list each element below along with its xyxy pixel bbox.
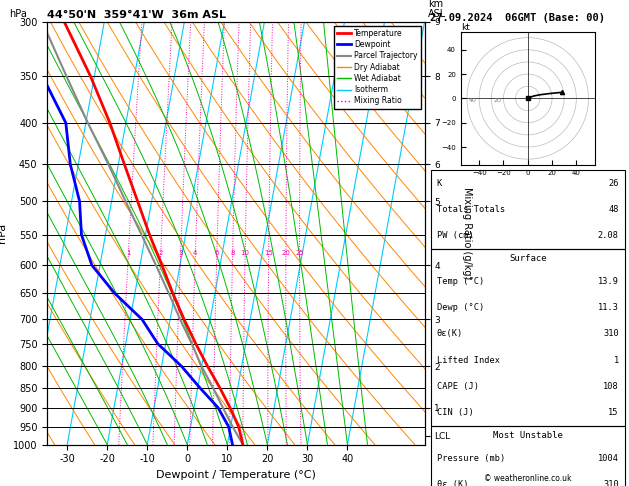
Text: 8: 8 [230,250,235,257]
Text: 15: 15 [608,408,619,417]
Bar [430,426,625,486]
Legend: Temperature, Dewpoint, Parcel Trajectory, Dry Adiabat, Wet Adiabat, Isotherm, Mi: Temperature, Dewpoint, Parcel Trajectory… [335,26,421,108]
X-axis label: Dewpoint / Temperature (°C): Dewpoint / Temperature (°C) [156,470,316,480]
Text: 27.09.2024  06GMT (Base: 00): 27.09.2024 06GMT (Base: 00) [430,13,604,23]
Text: 11.3: 11.3 [598,303,619,312]
Bar [430,170,625,249]
Text: Pressure (mb): Pressure (mb) [437,454,505,463]
Text: hPa: hPa [9,9,27,19]
Text: 108: 108 [603,382,619,391]
Y-axis label: hPa: hPa [0,223,8,243]
Text: 26: 26 [608,179,619,188]
Text: K: K [437,179,442,188]
Text: 20: 20 [493,98,501,103]
Bar [430,249,625,426]
Text: Temp (°C): Temp (°C) [437,277,484,286]
Text: 40: 40 [469,98,477,103]
Text: Lifted Index: Lifted Index [437,356,499,364]
Text: 48: 48 [608,205,619,214]
Text: 1: 1 [614,356,619,364]
Text: 15: 15 [264,250,273,257]
Text: 1: 1 [126,250,131,257]
Text: PW (cm): PW (cm) [437,231,474,240]
Text: CIN (J): CIN (J) [437,408,474,417]
Text: 310: 310 [603,480,619,486]
Text: Most Unstable: Most Unstable [493,431,563,440]
Text: 10: 10 [241,250,250,257]
Text: 3: 3 [179,250,183,257]
Text: 2: 2 [159,250,163,257]
Text: Surface: Surface [509,254,547,263]
Text: 44°50'N  359°41'W  36m ASL: 44°50'N 359°41'W 36m ASL [47,10,226,20]
Text: km
ASL: km ASL [428,0,446,19]
Text: 13.9: 13.9 [598,277,619,286]
Text: 6: 6 [214,250,219,257]
Text: Dewp (°C): Dewp (°C) [437,303,484,312]
Text: 1004: 1004 [598,454,619,463]
Text: CAPE (J): CAPE (J) [437,382,479,391]
Text: θε(K): θε(K) [437,330,463,338]
Text: 20: 20 [281,250,291,257]
Text: kt: kt [461,22,470,32]
Text: θε (K): θε (K) [437,480,468,486]
Text: Totals Totals: Totals Totals [437,205,505,214]
Text: 4: 4 [193,250,198,257]
Text: 310: 310 [603,330,619,338]
Text: 25: 25 [295,250,304,257]
Y-axis label: Mixing Ratio (g/kg): Mixing Ratio (g/kg) [462,187,472,279]
Text: 2.08: 2.08 [598,231,619,240]
Text: © weatheronline.co.uk: © weatheronline.co.uk [484,474,572,483]
